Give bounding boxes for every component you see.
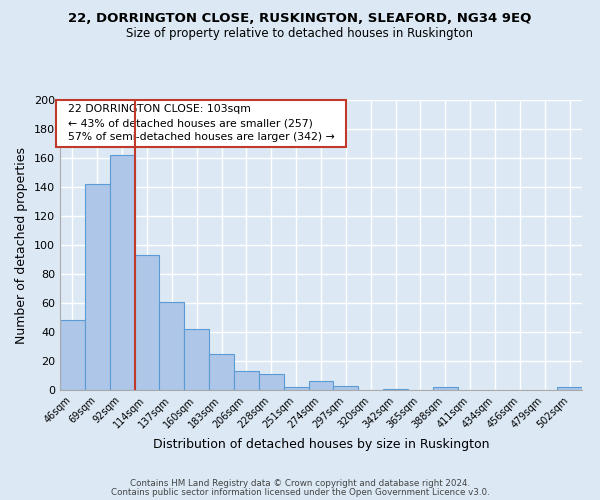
Bar — [209, 354, 234, 390]
Bar — [383, 388, 408, 390]
Bar — [160, 302, 184, 390]
Text: Contains HM Land Registry data © Crown copyright and database right 2024.: Contains HM Land Registry data © Crown c… — [130, 478, 470, 488]
Bar — [234, 371, 259, 390]
Text: Size of property relative to detached houses in Ruskington: Size of property relative to detached ho… — [127, 28, 473, 40]
Text: Contains public sector information licensed under the Open Government Licence v3: Contains public sector information licen… — [110, 488, 490, 497]
Bar — [557, 387, 582, 390]
X-axis label: Distribution of detached houses by size in Ruskington: Distribution of detached houses by size … — [153, 438, 489, 451]
Bar — [134, 255, 160, 390]
Bar — [85, 184, 110, 390]
Text: 22, DORRINGTON CLOSE, RUSKINGTON, SLEAFORD, NG34 9EQ: 22, DORRINGTON CLOSE, RUSKINGTON, SLEAFO… — [68, 12, 532, 26]
Bar — [60, 320, 85, 390]
Bar — [110, 155, 134, 390]
Bar — [184, 329, 209, 390]
Bar — [284, 387, 308, 390]
Y-axis label: Number of detached properties: Number of detached properties — [16, 146, 28, 344]
Bar — [433, 387, 458, 390]
Text: 22 DORRINGTON CLOSE: 103sqm  
  ← 43% of detached houses are smaller (257)  
  5: 22 DORRINGTON CLOSE: 103sqm ← 43% of det… — [61, 104, 341, 142]
Bar — [308, 382, 334, 390]
Bar — [259, 374, 284, 390]
Bar — [334, 386, 358, 390]
